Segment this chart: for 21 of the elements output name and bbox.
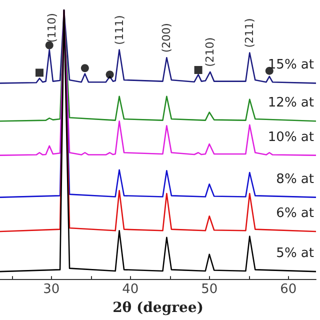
point (45, 41, 54, 50)
series-label: 8% at (276, 172, 314, 187)
point (80, 64, 89, 72)
x-tick-label: 30 (43, 282, 60, 298)
annotation: (210) (204, 37, 217, 67)
annotation: (200) (160, 23, 174, 53)
series-label: 5% at (276, 246, 314, 262)
series-label: 15% at (268, 58, 314, 73)
series-label: 12% at (268, 96, 314, 111)
x-tick-label: 60 (280, 282, 297, 298)
point (36, 68, 44, 77)
point (194, 66, 202, 74)
series-label: 10% at (268, 130, 314, 145)
x-tick-label: 40 (122, 282, 139, 298)
x-axis-title: 2θ (degree) (112, 300, 204, 316)
x-tick-label: 50 (201, 282, 218, 298)
point (106, 70, 114, 79)
annotation: (211) (243, 18, 256, 48)
series-label: 6% at (276, 206, 314, 221)
annotation: (111) (112, 15, 126, 45)
annotation: (110) (46, 13, 59, 43)
